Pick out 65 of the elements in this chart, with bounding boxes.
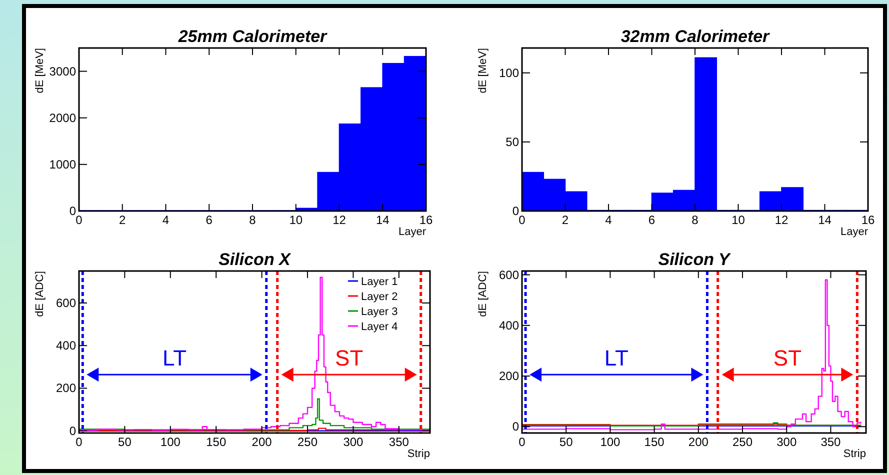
x-axis-title: Strip (407, 448, 430, 460)
chart-title: 25mm Calorimeter (177, 27, 328, 46)
x-tick-label: 6 (648, 213, 656, 227)
x-tick-label: 200 (688, 435, 709, 449)
x-tick-label: 150 (206, 435, 226, 449)
legend-label: Layer 2 (361, 291, 398, 303)
y-tick-label: 0 (512, 204, 520, 218)
x-tick-label: 10 (289, 213, 303, 227)
x-tick-label: 16 (861, 213, 875, 227)
chart-title: Silicon Y (658, 250, 732, 269)
chart-title: Silicon X (218, 250, 292, 269)
y-tick-label: 200 (498, 369, 520, 384)
y-tick-label: 100 (498, 66, 520, 80)
x-tick-label: 350 (388, 435, 410, 449)
y-tick-label: 0 (69, 204, 76, 218)
y-axis-title: dE [ADC] (34, 271, 46, 317)
y-axis-title: dE [MeV] (477, 48, 489, 94)
x-tick-label: 250 (732, 435, 753, 449)
y-tick-label: 0 (512, 420, 520, 434)
x-tick-label: 300 (776, 435, 797, 449)
y-axis-title: dE [ADC] (477, 271, 489, 317)
x-tick-label: 4 (162, 213, 170, 227)
x-axis-title: Layer (398, 226, 426, 238)
x-tick-label: 14 (818, 213, 832, 227)
y-tick-label: 600 (56, 296, 76, 310)
annotation: ST (335, 346, 364, 371)
x-axis-title: Layer (840, 226, 868, 238)
annotation: ST (773, 346, 802, 371)
x-tick-label: 8 (249, 213, 256, 227)
x-tick-label: 200 (252, 435, 272, 449)
y-tick-label: 200 (56, 381, 76, 396)
annotation: LT (604, 346, 628, 371)
x-tick-label: 300 (343, 435, 364, 449)
y-tick-label: 400 (56, 338, 76, 353)
y-tick-label: 0 (69, 424, 76, 438)
x-tick-label: 14 (376, 213, 390, 227)
y-tick-label: 2000 (49, 110, 76, 125)
legend-label: Layer 4 (361, 321, 398, 333)
x-tick-label: 100 (160, 435, 181, 449)
x-tick-label: 16 (419, 213, 433, 227)
y-tick-label: 400 (498, 318, 520, 332)
x-tick-label: 2 (119, 213, 126, 227)
y-tick-label: 3000 (49, 64, 76, 78)
x-tick-label: 50 (559, 435, 574, 449)
x-tick-label: 8 (692, 213, 699, 227)
x-tick-label: 4 (605, 213, 612, 227)
x-tick-label: 12 (774, 213, 788, 227)
x-tick-label: 100 (600, 435, 621, 449)
x-tick-label: 150 (644, 435, 665, 449)
x-axis-title: Strip (843, 448, 866, 460)
x-tick-label: 12 (332, 213, 346, 227)
y-tick-label: 1000 (49, 157, 76, 172)
y-axis-title: dE [MeV] (34, 48, 46, 94)
legend-label: Layer 3 (361, 306, 398, 318)
y-tick-label: 600 (498, 268, 520, 282)
x-tick-label: 6 (206, 213, 213, 227)
x-tick-label: 2 (562, 213, 569, 227)
x-tick-label: 350 (820, 435, 842, 449)
x-tick-label: 50 (118, 435, 132, 449)
x-tick-label: 10 (732, 213, 746, 227)
y-tick-label: 50 (506, 134, 520, 149)
annotation: LT (162, 346, 187, 371)
legend-label: Layer 1 (361, 276, 398, 288)
chart-title: 32mm Calorimeter (620, 27, 771, 46)
x-tick-label: 250 (298, 435, 318, 449)
